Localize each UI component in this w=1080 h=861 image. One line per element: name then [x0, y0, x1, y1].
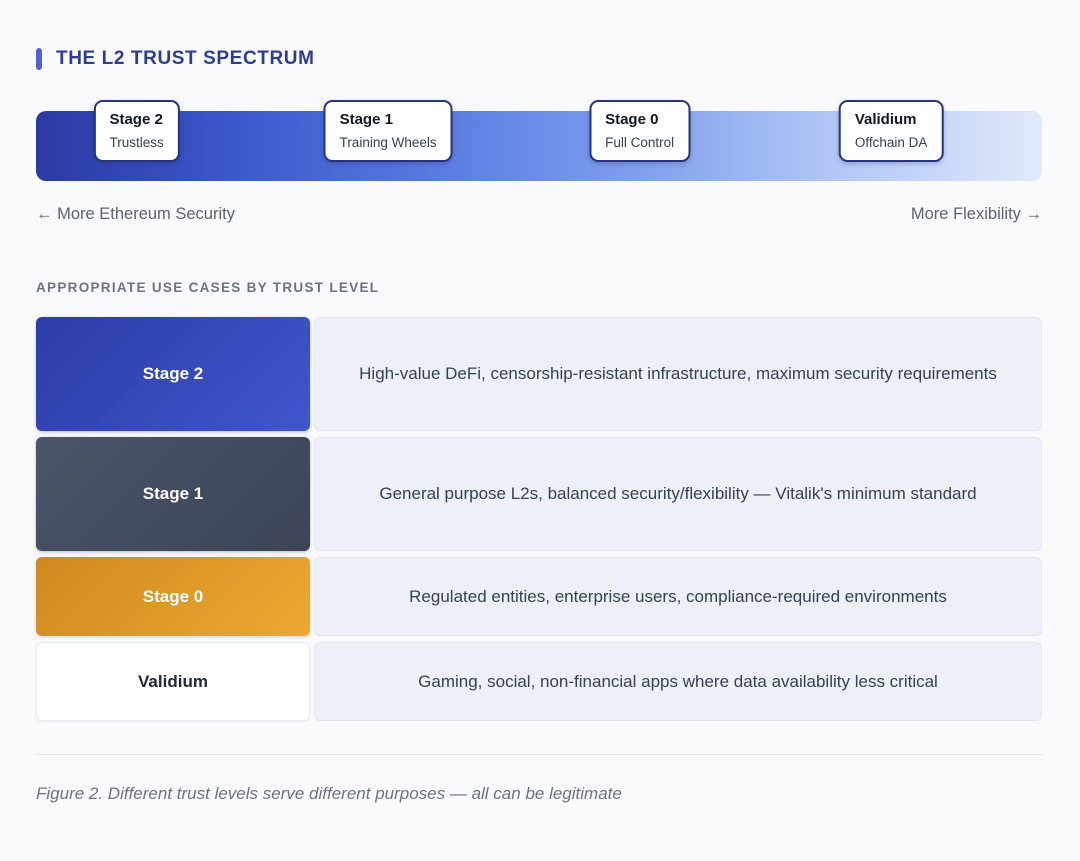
row-label-stage0: Stage 0 — [36, 557, 310, 636]
row-label-stage1: Stage 1 — [36, 437, 310, 551]
row-description: Regulated entities, enterprise users, co… — [314, 557, 1042, 636]
page-header: THE L2 TRUST SPECTRUM — [36, 48, 1042, 70]
footer-divider — [36, 754, 1042, 755]
stage-card-title: Stage 2 — [109, 111, 163, 128]
spectrum-card-stage0: Stage 0 Full Control — [589, 100, 691, 162]
spectrum-card-stage1: Stage 1 Training Wheels — [323, 100, 453, 162]
figure-caption: Figure 2. Different trust levels serve d… — [36, 784, 622, 803]
spectrum-card-validium: Validium Offchain DA — [838, 100, 944, 162]
right-arrow-label: More Flexibility → — [910, 205, 1042, 223]
spectrum-card-stage2: Stage 2 Trustless — [93, 100, 180, 162]
use-case-table: Stage 2 High-value DeFi, censorship-resi… — [36, 317, 1042, 721]
spectrum-axis-labels: ← More Ethereum Security More Flexibilit… — [36, 205, 1042, 224]
row-description: Gaming, social, non-financial apps where… — [314, 642, 1042, 721]
stage-card-title: Validium — [854, 111, 917, 128]
section-heading: APPROPRIATE USE CASES BY TRUST LEVEL — [36, 280, 380, 295]
row-label-validium: Validium — [36, 642, 310, 721]
trust-spectrum: Stage 2 Trustless Stage 1 Training Wheel… — [36, 100, 1042, 181]
stage-card-title: Stage 1 — [339, 111, 393, 128]
stage-card-subtitle: Offchain DA — [854, 135, 928, 150]
stage-card-title: Stage 0 — [605, 111, 659, 128]
row-description: General purpose L2s, balanced security/f… — [314, 437, 1042, 551]
stage-card-subtitle: Full Control — [605, 135, 675, 150]
row-description: High-value DeFi, censorship-resistant in… — [314, 317, 1042, 431]
stage-card-subtitle: Training Wheels — [339, 135, 437, 150]
page-title: THE L2 TRUST SPECTRUM — [56, 48, 315, 69]
left-arrow-label: ← More Ethereum Security — [36, 205, 235, 223]
title-accent-bar — [36, 48, 42, 70]
row-label-stage2: Stage 2 — [36, 317, 310, 431]
stage-card-subtitle: Trustless — [109, 135, 164, 150]
